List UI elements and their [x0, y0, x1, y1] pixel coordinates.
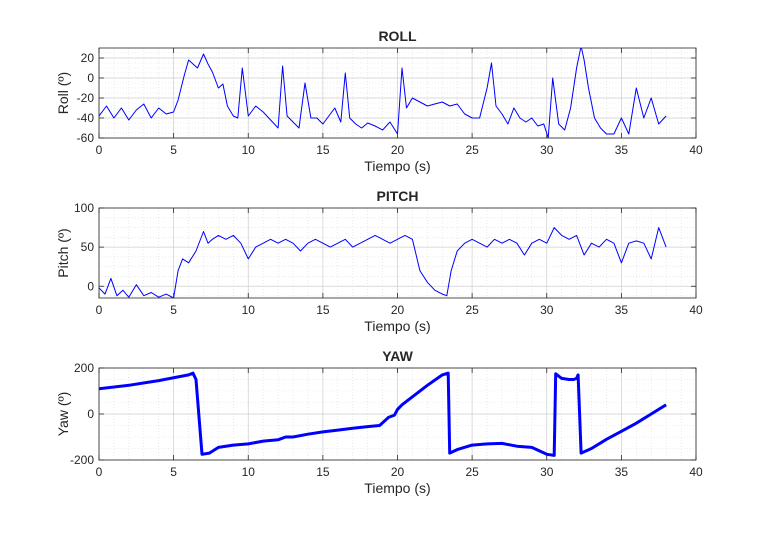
pitch-y-axis-label: Pitch (º) [55, 228, 71, 277]
pitch-plot: 0 5 10 15 20 25 30 35 40 0 50 100 PITCH Tiempo (s) Pit… [55, 188, 703, 334]
yaw-y-tick-label: -200 [70, 453, 94, 467]
roll-y-tick-label: 20 [81, 51, 95, 65]
yaw-x-tick-label: 35 [615, 465, 629, 479]
roll-y-tick-label: -40 [77, 111, 95, 125]
yaw-x-tick-label: 15 [316, 465, 330, 479]
pitch-x-tick-label: 35 [615, 303, 629, 317]
pitch-x-tick-label: 30 [540, 303, 554, 317]
roll-x-tick-label: 35 [615, 143, 629, 157]
roll-x-tick-label: 30 [540, 143, 554, 157]
pitch-x-tick-label: 20 [391, 303, 405, 317]
yaw-title: YAW [382, 348, 413, 364]
yaw-y-tick-label: 200 [74, 361, 94, 375]
roll-y-axis-label: Roll (º) [55, 72, 71, 114]
yaw-x-tick-label: 40 [689, 465, 703, 479]
roll-title: ROLL [378, 28, 417, 44]
roll-y-tick-label: -20 [77, 91, 95, 105]
yaw-y-tick-label: 0 [87, 407, 94, 421]
yaw-y-axis-label: Yaw (º) [55, 392, 71, 437]
roll-grid [98, 47, 697, 139]
pitch-x-tick-label: 25 [465, 303, 479, 317]
roll-x-tick-label: 40 [689, 143, 703, 157]
yaw-x-tick-label: 0 [96, 465, 103, 479]
roll-x-tick-label: 15 [316, 143, 330, 157]
roll-y-tick-label: -60 [77, 131, 95, 145]
roll-x-axis-label: Tiempo (s) [364, 158, 430, 174]
pitch-x-tick-label: 5 [170, 303, 177, 317]
yaw-x-tick-label: 20 [391, 465, 405, 479]
yaw-x-tick-label: 30 [540, 465, 554, 479]
roll-plot: 0 5 10 15 20 25 30 35 40 -60 -40 -20 0 20 ROLL Tiempo (… [55, 28, 703, 174]
roll-x-tick-label: 10 [242, 143, 256, 157]
pitch-x-tick-label: 10 [242, 303, 256, 317]
yaw-x-tick-label: 10 [242, 465, 256, 479]
yaw-x-axis-label: Tiempo (s) [364, 480, 430, 496]
pitch-x-tick-label: 15 [316, 303, 330, 317]
pitch-x-axis-label: Tiempo (s) [364, 318, 430, 334]
yaw-x-tick-label: 25 [465, 465, 479, 479]
pitch-title: PITCH [377, 188, 419, 204]
pitch-y-tick-label: 0 [87, 279, 94, 293]
roll-series-line [99, 48, 667, 138]
yaw-series-line [99, 371, 667, 457]
roll-x-tick-label: 20 [391, 143, 405, 157]
pitch-x-tick-label: 40 [689, 303, 703, 317]
roll-x-tick-label: 5 [170, 143, 177, 157]
pitch-y-tick-label: 100 [74, 201, 94, 215]
pitch-series-line [99, 227, 667, 298]
pitch-y-tick-label: 50 [81, 240, 95, 254]
yaw-x-tick-label: 5 [170, 465, 177, 479]
roll-y-tick-label: 0 [87, 71, 94, 85]
roll-x-tick-label: 25 [465, 143, 479, 157]
pitch-x-tick-label: 0 [96, 303, 103, 317]
roll-x-tick-label: 0 [96, 143, 103, 157]
